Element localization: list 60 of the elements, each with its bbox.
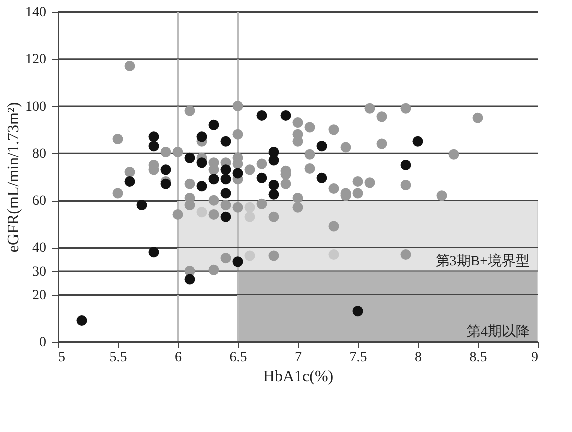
point: [268, 180, 280, 190]
x-tick-label: 6: [175, 350, 182, 366]
x-tick-label: 8: [415, 350, 422, 366]
point: [232, 168, 244, 179]
point: [328, 250, 340, 260]
point: [268, 189, 280, 200]
point: [220, 188, 232, 199]
x-tick-label: 9: [532, 350, 538, 366]
point: [352, 306, 364, 317]
point: [160, 164, 172, 176]
point: [196, 158, 208, 168]
y-tick-label: 40: [32, 241, 46, 256]
point: [232, 256, 244, 268]
x-axis-title: HbA1c(%): [263, 368, 334, 386]
x-tick-label: 5.5: [110, 350, 128, 366]
point: [196, 132, 208, 142]
y-axis-title: eGFR(mL/min/1.73m²): [6, 102, 22, 253]
point: [316, 172, 328, 184]
point: [316, 141, 328, 152]
x-tick-label: 6.5: [230, 350, 248, 366]
y-tick-label: 120: [26, 52, 46, 68]
point: [400, 160, 412, 170]
x-tick-label: 7: [295, 350, 302, 366]
y-tick-label: 0: [40, 336, 46, 350]
point: [244, 202, 256, 213]
x-tick-label: 5: [58, 350, 66, 366]
y-tick-label: 80: [32, 146, 46, 162]
point: [148, 132, 160, 142]
point: [244, 212, 256, 222]
point: [256, 110, 268, 121]
point: [148, 247, 160, 258]
point: [208, 174, 220, 185]
y-tick-label: 30: [32, 264, 46, 280]
point: [196, 207, 208, 218]
point: [220, 136, 232, 147]
point: [76, 316, 88, 326]
point: [412, 136, 424, 147]
point: [268, 155, 280, 166]
point: [148, 141, 160, 152]
point: [184, 274, 196, 285]
point: [208, 120, 220, 130]
y-tick-label: 100: [26, 100, 46, 115]
point: [196, 181, 208, 192]
point: [220, 212, 232, 222]
point: [280, 110, 292, 121]
y-tick-label: 20: [32, 288, 46, 304]
y-tick-label: 140: [26, 6, 46, 20]
point: [124, 176, 136, 187]
y-tick-label: 60: [32, 194, 46, 210]
point: [256, 172, 268, 184]
x-tick-label: 7.5: [350, 350, 368, 366]
point: [136, 200, 148, 211]
point: [184, 152, 196, 164]
band-label: 第3期B+境界型: [436, 253, 530, 270]
point: [244, 250, 256, 262]
band-label: 第4期以降: [467, 324, 530, 340]
point: [220, 164, 232, 176]
x-tick-label: 8.5: [470, 350, 488, 366]
point: [220, 174, 232, 185]
point: [160, 178, 172, 190]
